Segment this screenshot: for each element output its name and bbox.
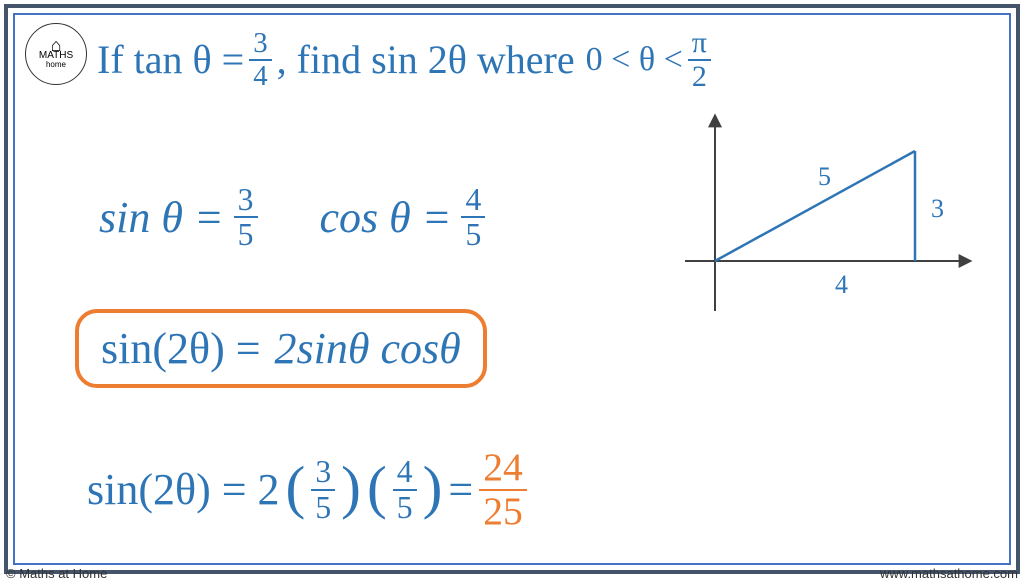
adj-label: 4 bbox=[835, 270, 848, 299]
ans-num: 24 bbox=[479, 447, 527, 491]
problem-prefix: If tan θ = bbox=[97, 36, 244, 83]
footer: © Maths at Home www.mathsathome.com bbox=[6, 566, 1018, 581]
tan-num: 3 bbox=[249, 28, 271, 60]
opp-label: 3 bbox=[931, 194, 944, 223]
tan-fraction: 3 4 bbox=[249, 28, 271, 90]
condition-fraction: π 2 bbox=[688, 27, 711, 92]
hyp-label: 5 bbox=[818, 162, 831, 191]
double-angle-formula-box: sin(2θ) = 2sinθ cosθ bbox=[75, 309, 487, 388]
f1-den: 5 bbox=[311, 491, 335, 524]
paren-open-2: ( bbox=[367, 453, 387, 522]
result-lhs: sin(2θ) = 2 bbox=[87, 464, 280, 515]
inner-frame: ⌂ MATHS home If tan θ = 3 4 , find sin 2… bbox=[13, 13, 1011, 565]
ans-den: 25 bbox=[479, 491, 527, 533]
f2-den: 5 bbox=[393, 491, 417, 524]
cond-den: 2 bbox=[688, 61, 711, 93]
sin-label: sin θ = bbox=[99, 192, 224, 243]
paren-close-2: ) bbox=[423, 453, 443, 522]
footer-right: www.mathsathome.com bbox=[880, 566, 1018, 581]
sin-den: 5 bbox=[234, 218, 258, 251]
f1-num: 3 bbox=[311, 455, 335, 490]
triangle-diagram: 5 3 4 bbox=[675, 111, 975, 321]
sin-fraction: 3 5 bbox=[234, 183, 258, 252]
cos-label: cos θ = bbox=[320, 192, 452, 243]
condition-left: 0 < θ < bbox=[586, 41, 683, 79]
result-frac-2: 4 5 bbox=[393, 455, 417, 524]
paren-open-1: ( bbox=[286, 453, 306, 522]
sin-num: 3 bbox=[234, 183, 258, 218]
logo-text-sub: home bbox=[46, 61, 66, 69]
hypotenuse-line bbox=[715, 151, 915, 261]
cos-num: 4 bbox=[461, 183, 485, 218]
footer-left: © Maths at Home bbox=[6, 566, 107, 581]
outer-frame: ⌂ MATHS home If tan θ = 3 4 , find sin 2… bbox=[4, 4, 1020, 574]
paren-close-1: ) bbox=[341, 453, 361, 522]
sin-expression: sin θ = 3 5 bbox=[99, 183, 258, 252]
trig-values-row: sin θ = 3 5 cos θ = 4 5 bbox=[99, 183, 485, 252]
cond-num: π bbox=[688, 27, 711, 61]
tan-den: 4 bbox=[249, 61, 271, 91]
answer-fraction: 24 25 bbox=[479, 447, 527, 532]
problem-mid: , find sin 2θ where bbox=[277, 36, 575, 83]
result-frac-1: 3 5 bbox=[311, 455, 335, 524]
cos-fraction: 4 5 bbox=[461, 183, 485, 252]
formula-rhs: 2sinθ cosθ bbox=[275, 323, 461, 374]
cos-den: 5 bbox=[461, 218, 485, 251]
result-equals: = bbox=[448, 464, 473, 515]
logo-badge: ⌂ MATHS home bbox=[25, 23, 87, 85]
result-row: sin(2θ) = 2 ( 3 5 ) ( 4 5 ) = 24 25 bbox=[87, 447, 527, 532]
cos-expression: cos θ = 4 5 bbox=[320, 183, 486, 252]
problem-statement: If tan θ = 3 4 , find sin 2θ where 0 < θ… bbox=[97, 27, 997, 92]
formula-lhs: sin(2θ) = bbox=[101, 323, 261, 374]
f2-num: 4 bbox=[393, 455, 417, 490]
